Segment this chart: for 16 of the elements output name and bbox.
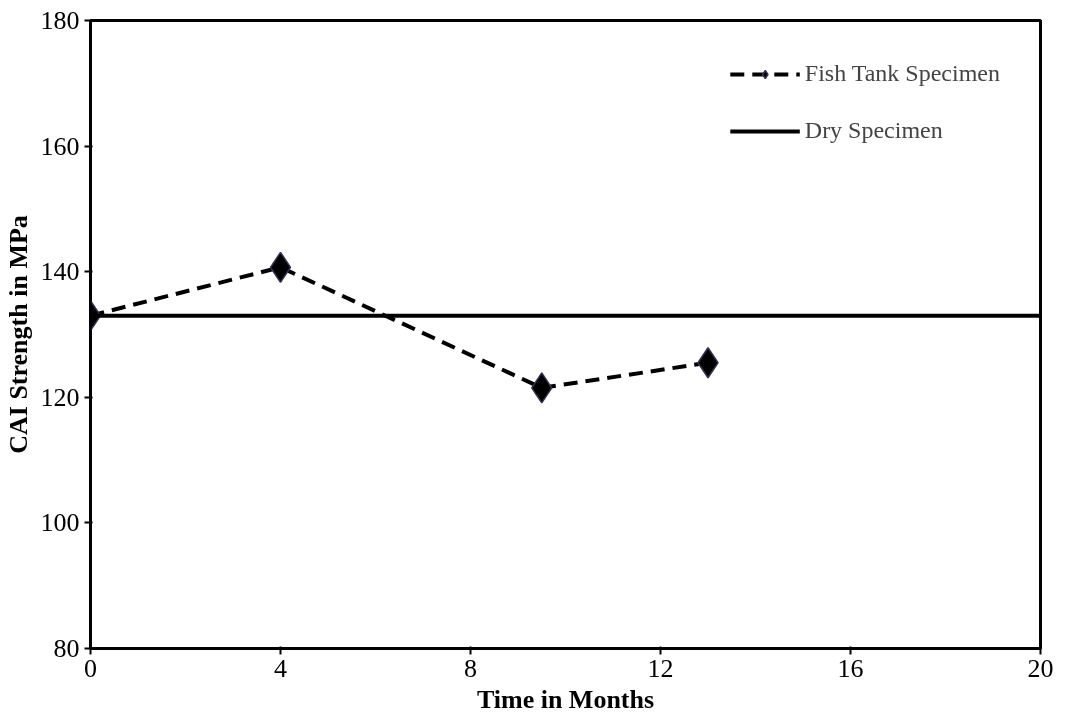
x-tick-label: 20 <box>1027 653 1054 683</box>
y-tick-label: 80 <box>53 634 80 663</box>
x-tick-label: 12 <box>647 653 674 683</box>
y-tick-label: 180 <box>40 6 80 35</box>
y-tick-label: 120 <box>40 382 80 412</box>
legend-label: Dry Specimen <box>804 117 943 144</box>
x-tick-label: 16 <box>837 653 864 683</box>
x-tick-label: 4 <box>274 653 287 683</box>
y-tick-label: 160 <box>40 131 80 161</box>
y-axis-title: CAI Strength in MPa <box>3 215 33 454</box>
y-tick-label: 140 <box>40 257 80 287</box>
x-tick-label: 8 <box>464 653 477 683</box>
legend-label: Fish Tank Specimen <box>804 60 1000 87</box>
x-tick-label: 0 <box>84 653 97 683</box>
y-tick-label: 100 <box>40 508 80 538</box>
x-axis-title: Time in Months <box>476 684 655 714</box>
